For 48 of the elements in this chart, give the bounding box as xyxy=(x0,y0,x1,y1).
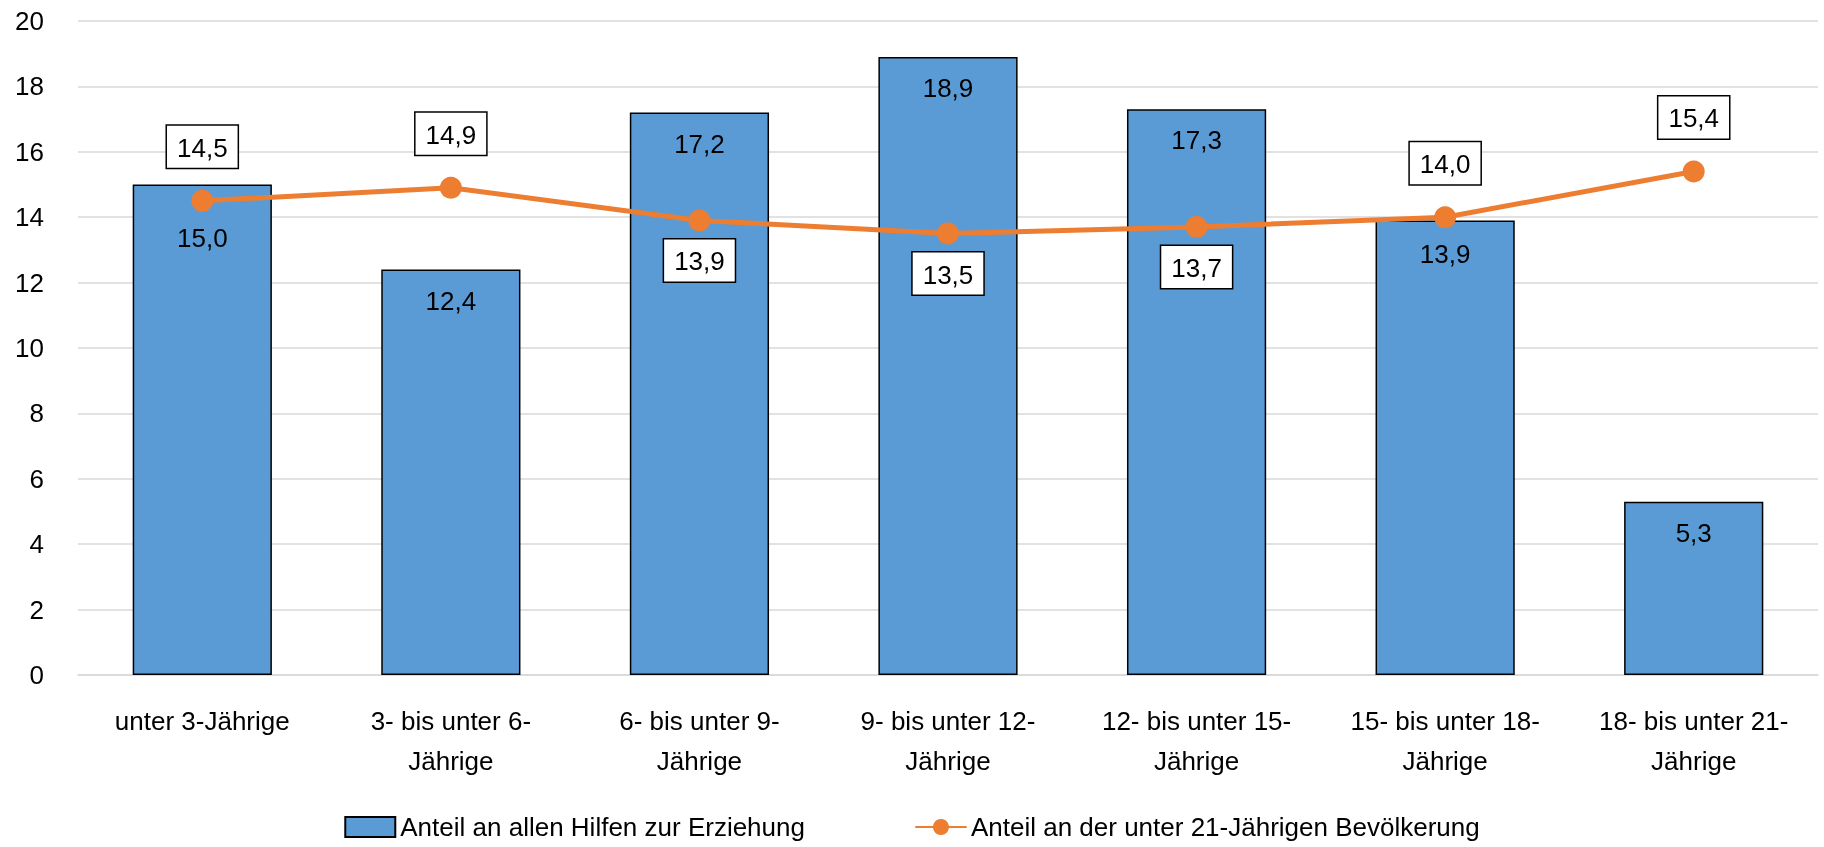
data-label: 13,9 xyxy=(674,246,725,277)
bar xyxy=(1624,501,1764,675)
bar xyxy=(1375,220,1515,675)
x-tick-label: 3- bis unter 6-Jährige xyxy=(370,706,532,776)
data-label: 12,4 xyxy=(425,285,477,316)
data-label: 13,9 xyxy=(1419,239,1471,270)
point xyxy=(937,222,959,245)
y-tick-label: 6 xyxy=(29,463,44,494)
x-tick-label: 12- bis unter 15-Jährige xyxy=(1101,706,1292,776)
data-label: 17,3 xyxy=(1171,125,1222,156)
bar xyxy=(381,269,521,675)
bar xyxy=(629,112,770,675)
y-tick-label: 0 xyxy=(29,660,44,690)
y-tick-label: 14 xyxy=(15,202,44,233)
x-tick-label: 18- bis unter 21-Jährige xyxy=(1599,706,1789,776)
point xyxy=(1682,160,1705,183)
data-label: 15,0 xyxy=(176,222,228,253)
y-tick-label: 8 xyxy=(29,398,44,429)
y-tick-label: 4 xyxy=(29,529,44,560)
x-tick-label: 15- bis unter 18-Jährige xyxy=(1350,706,1540,776)
y-tick-label: 10 xyxy=(15,333,44,363)
point xyxy=(191,189,214,212)
data-label: 18,9 xyxy=(922,72,974,103)
x-tick-label: 6- bis unter 9-Jährige xyxy=(619,706,780,776)
data-label: 14,5 xyxy=(176,132,228,163)
y-tick-label: 18 xyxy=(15,71,44,102)
data-label: 13,7 xyxy=(1171,253,1222,284)
data-label: 14,9 xyxy=(425,119,477,150)
data-label: 14,0 xyxy=(1419,149,1471,180)
y-tick-label: 2 xyxy=(29,594,44,625)
y-tick-label: 20 xyxy=(15,6,44,36)
data-label: 5,3 xyxy=(1675,517,1712,548)
data-label: 13,5 xyxy=(922,259,974,290)
bar xyxy=(878,56,1018,675)
x-tick-label: unter 3-Jährige xyxy=(114,706,290,736)
bar xyxy=(132,184,272,675)
point xyxy=(439,176,462,199)
legend-label: Anteil an der unter 21-Jährigen Bevölkerung xyxy=(970,812,1480,842)
point xyxy=(1185,216,1208,238)
point xyxy=(688,209,711,232)
x-tick-label: 9- bis unter 12-Jährige xyxy=(860,706,1036,776)
point xyxy=(1434,206,1457,229)
y-tick-label: 12 xyxy=(15,267,44,298)
data-label: 17,2 xyxy=(674,128,725,159)
bar xyxy=(1126,109,1267,675)
legend-label: Anteil an allen Hilfen zur Erziehung xyxy=(400,812,805,842)
data-label: 15,4 xyxy=(1668,103,1720,134)
y-tick-label: 16 xyxy=(15,136,44,167)
